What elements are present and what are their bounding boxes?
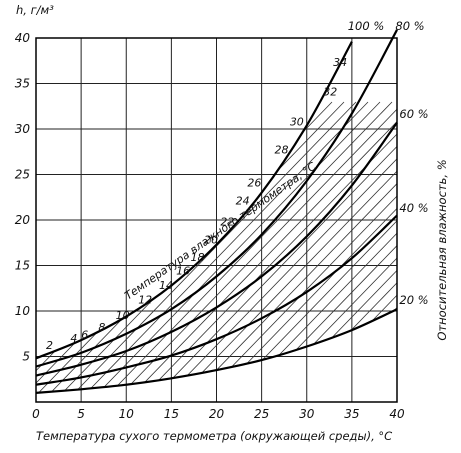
rh-curve	[35, 29, 398, 368]
x-tick-label: 25	[254, 407, 269, 421]
wetbulb-label: 28	[274, 144, 288, 157]
x-axis-label: Температура сухого термометра (окружающе…	[36, 429, 392, 443]
wetbulb-label: 16	[176, 265, 190, 278]
wetbulb-label: 6	[81, 328, 88, 341]
hatched-region	[36, 101, 397, 393]
grid	[35, 37, 398, 403]
plot-frame	[35, 37, 398, 403]
y-tick-label: 40	[15, 31, 31, 45]
rh-label: 60 %	[399, 107, 428, 121]
wetbulb-label: 8	[98, 321, 105, 334]
rh-curve	[35, 41, 353, 360]
plot-border	[35, 37, 398, 403]
wetbulb-label: 34	[333, 56, 347, 69]
tick-labels: 0 5 10 15 20 25 30 35 40 5 10 15 20 25 30 35 40	[15, 31, 405, 421]
x-tick-label: 20	[209, 407, 225, 421]
annotations: 100 % 80 %60 %40 %20 %24 68101214161820222…	[46, 19, 429, 352]
wetbulb-label: 2	[46, 339, 53, 352]
wetbulb-label: 26	[247, 176, 261, 189]
rh-curve	[35, 121, 398, 377]
y-tick-label: 20	[15, 213, 31, 227]
hatch-lines	[36, 101, 397, 393]
x-tick-label: 5	[77, 407, 85, 421]
y-tick-label: 25	[15, 168, 30, 182]
x-tick-label: 0	[32, 407, 40, 421]
humidity-curves	[35, 29, 398, 394]
rh-label: 20 %	[399, 293, 428, 307]
wetbulb-label: 20	[204, 234, 218, 247]
wetbulb-label: 4	[70, 332, 77, 345]
x-tick-label: 30	[299, 407, 315, 421]
wetbulb-label: 32	[323, 85, 337, 98]
rh-curve	[35, 214, 398, 386]
right-axis-label: Относительная влажность, %	[435, 159, 449, 340]
rh-curve	[35, 308, 398, 394]
x-tick-label: 15	[164, 407, 179, 421]
wetbulb-title: Температура влажного термометра, °С	[122, 160, 318, 303]
y-tick-label: 35	[15, 77, 30, 91]
rh-label: 80 %	[395, 19, 424, 33]
x-tick-label: 10	[119, 407, 135, 421]
y-tick-label: 15	[15, 259, 30, 273]
wetbulb-label: 30	[290, 115, 304, 128]
wetbulb-label: 12	[138, 294, 152, 307]
wetbulb-label: 18	[191, 251, 205, 264]
wetbulb-label: 10	[116, 309, 130, 322]
y-tick-label: 5	[22, 350, 30, 364]
x-tick-label: 40	[389, 407, 405, 421]
y-tick-label: 30	[15, 122, 31, 136]
x-tick-label: 35	[344, 407, 359, 421]
rh-label: 40 %	[399, 201, 428, 215]
y-tick-label: 10	[15, 304, 31, 318]
wetbulb-label: 24	[236, 195, 250, 208]
wetbulb-label: 14	[159, 279, 173, 292]
wetbulb-label: 22	[220, 215, 234, 228]
rh-label: 100 %	[348, 19, 385, 33]
y-axis-label: h, г/м³	[16, 3, 54, 17]
